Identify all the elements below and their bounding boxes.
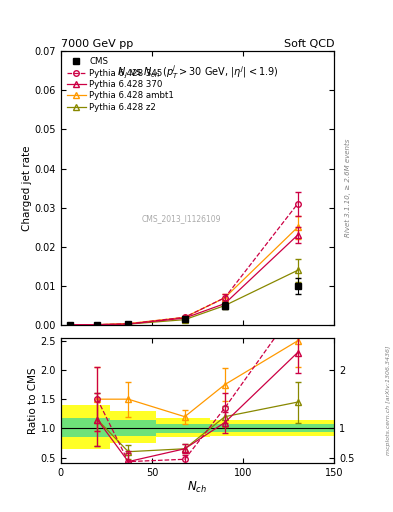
Bar [110, 420, 156, 436]
Bar [156, 418, 210, 437]
Bar [210, 424, 265, 432]
Bar [156, 424, 210, 433]
Text: $N_j$ vs $N_{ch}$ ($p_T^j$$>$30 GeV, $|\eta^j|$$<$1.9): $N_j$ vs $N_{ch}$ ($p_T^j$$>$30 GeV, $|\… [117, 63, 278, 81]
Bar [61, 418, 110, 437]
Bar [265, 420, 334, 436]
Bar [210, 420, 265, 436]
Y-axis label: Charged jet rate: Charged jet rate [22, 145, 32, 231]
Text: mcplots.cern.ch [arXiv:1306.3436]: mcplots.cern.ch [arXiv:1306.3436] [386, 346, 391, 455]
Y-axis label: Ratio to CMS: Ratio to CMS [28, 367, 38, 434]
Text: Soft QCD: Soft QCD [284, 38, 334, 49]
Text: 7000 GeV pp: 7000 GeV pp [61, 38, 133, 49]
Legend: CMS, Pythia 6.428 345, Pythia 6.428 370, Pythia 6.428 ambt1, Pythia 6.428 z2: CMS, Pythia 6.428 345, Pythia 6.428 370,… [64, 55, 177, 115]
Y-axis label: Rivet 3.1.10, ≥ 2.6M events: Rivet 3.1.10, ≥ 2.6M events [345, 139, 351, 238]
X-axis label: $N_{ch}$: $N_{ch}$ [187, 480, 208, 495]
Bar [61, 405, 110, 449]
Bar [110, 411, 156, 443]
Text: CMS_2013_I1126109: CMS_2013_I1126109 [141, 214, 221, 223]
Bar [265, 424, 334, 432]
